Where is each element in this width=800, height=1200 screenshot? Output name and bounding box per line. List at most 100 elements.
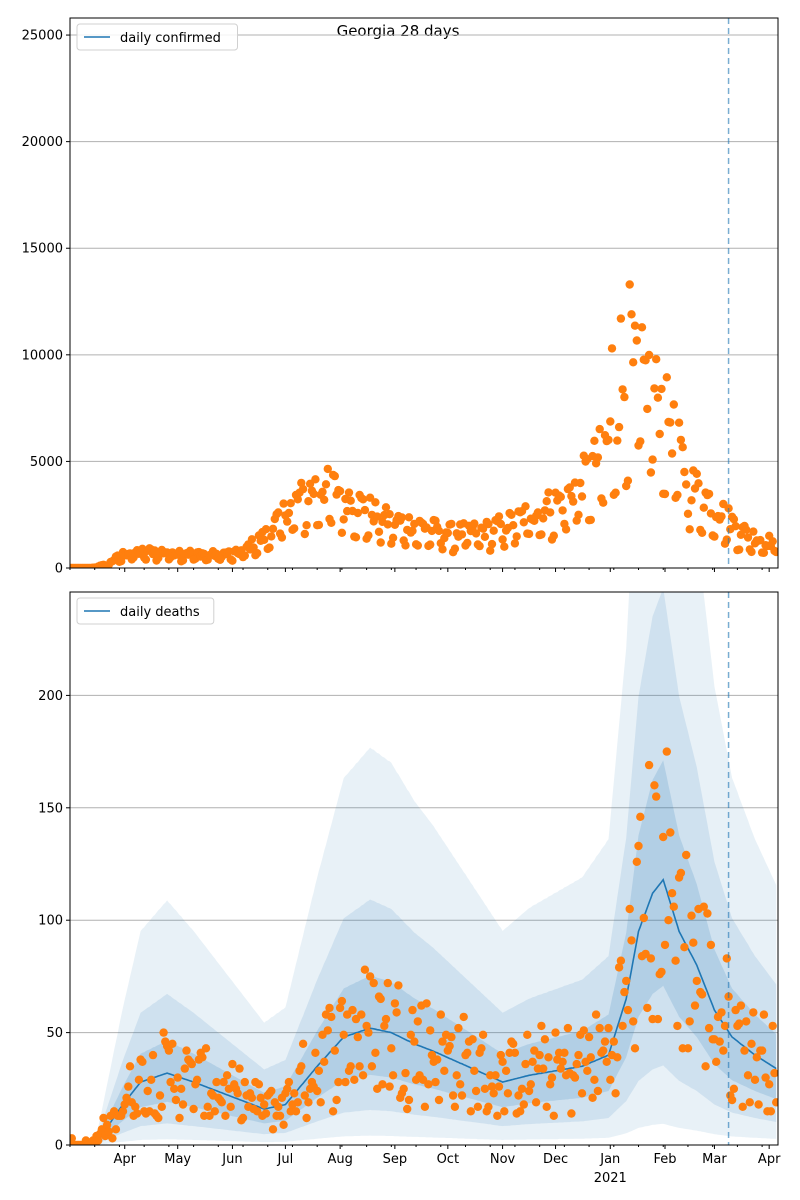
data-point [433,1055,442,1064]
data-point [752,1053,761,1062]
data-point [148,1050,158,1060]
data-point [653,1014,663,1024]
data-point [102,1120,112,1130]
data-point [198,1053,207,1062]
data-point [660,489,670,499]
data-point [459,1012,468,1022]
data-point [268,524,278,533]
data-point [403,1104,412,1114]
data-point [611,488,620,497]
data-point [616,956,626,965]
data-point [618,385,627,394]
data-point [685,1017,694,1026]
y-tick-label: 150 [38,801,63,816]
data-point [228,556,237,565]
data-point [222,1071,232,1080]
data-point [614,963,624,972]
data-point [436,1010,445,1019]
data-point [457,1091,467,1100]
data-point [274,508,283,517]
data-point [531,1098,541,1107]
x-tick-label: Apr [113,1152,136,1167]
data-point [383,978,392,988]
data-point [735,545,744,554]
data-point [655,429,664,439]
legend-box [76,23,238,51]
data-point [517,1084,527,1094]
data-point [260,535,269,544]
data-point [731,522,740,531]
data-point [500,1107,509,1116]
x-tick-label: Jan [599,1152,620,1167]
data-point [267,532,276,541]
data-point [673,1021,682,1031]
data-point [337,996,347,1006]
data-point [657,967,666,977]
data-point [489,526,498,535]
data-point [320,495,329,504]
data-point [358,1071,368,1080]
data-point [448,1091,458,1100]
data-point [632,336,641,345]
data-point [94,1136,103,1145]
data-point [489,1089,498,1098]
data-point [353,1032,362,1042]
data-point [473,1102,483,1112]
data-point [339,515,348,524]
data-point [697,528,707,537]
data-point [664,916,673,925]
data-point [757,1046,767,1055]
data-point [138,1057,147,1067]
data-point [586,1053,595,1062]
data-point [471,529,481,538]
data-point [468,1035,477,1044]
data-point [226,1102,235,1112]
data-point [219,1077,228,1087]
data-point [364,531,373,540]
data-point [613,1053,622,1062]
data-point [720,1021,730,1031]
data-point [394,981,403,990]
data-point [669,902,678,911]
data-point [627,310,636,319]
y-tick-label: 5000 [30,455,63,470]
data-point [293,495,302,504]
x-tick-label: Nov [490,1152,516,1167]
data-point [182,1046,191,1055]
data-point [680,943,689,952]
data-point [426,540,435,549]
data-point [471,1086,481,1096]
data-point [630,321,640,330]
data-point [706,940,716,950]
data-point [673,490,682,500]
data-point [141,555,151,564]
data-point [247,535,257,544]
data-point [630,1044,640,1053]
data-point [311,1048,320,1058]
data-point [327,518,336,527]
x-tick-label: Oct [437,1152,459,1167]
data-point [644,350,654,360]
y-tick-label: 0 [55,1139,63,1154]
data-point [599,498,608,507]
legend-box [76,597,215,625]
data-point [304,497,313,506]
data-point [717,512,726,521]
data-point [660,940,670,950]
data-point [637,323,647,332]
data-point [590,436,599,445]
data-point [717,1008,726,1017]
data-point [687,911,696,920]
data-point [284,1077,294,1087]
data-point [650,781,659,790]
data-point [577,492,587,501]
data-point [629,358,638,367]
data-point [729,515,739,524]
scatter-points [70,280,778,568]
data-point [367,1062,377,1071]
data-point [722,535,731,544]
data-point [524,1086,534,1096]
data-point [279,499,288,508]
data-point [357,1010,366,1019]
